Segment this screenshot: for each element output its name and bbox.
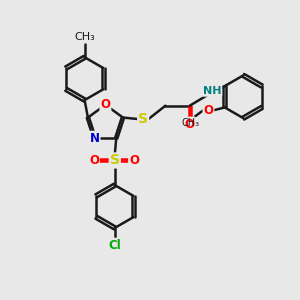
Text: CH₃: CH₃ — [182, 118, 200, 128]
Text: O: O — [203, 104, 213, 117]
Text: O: O — [89, 154, 99, 167]
Text: S: S — [138, 112, 148, 126]
Text: CH₃: CH₃ — [74, 32, 95, 41]
Text: O: O — [129, 154, 139, 167]
Text: N: N — [90, 132, 100, 145]
Text: Cl: Cl — [108, 239, 121, 252]
Text: O: O — [185, 118, 195, 130]
Text: S: S — [110, 154, 120, 167]
Text: O: O — [100, 98, 110, 111]
Text: NH: NH — [203, 86, 221, 96]
